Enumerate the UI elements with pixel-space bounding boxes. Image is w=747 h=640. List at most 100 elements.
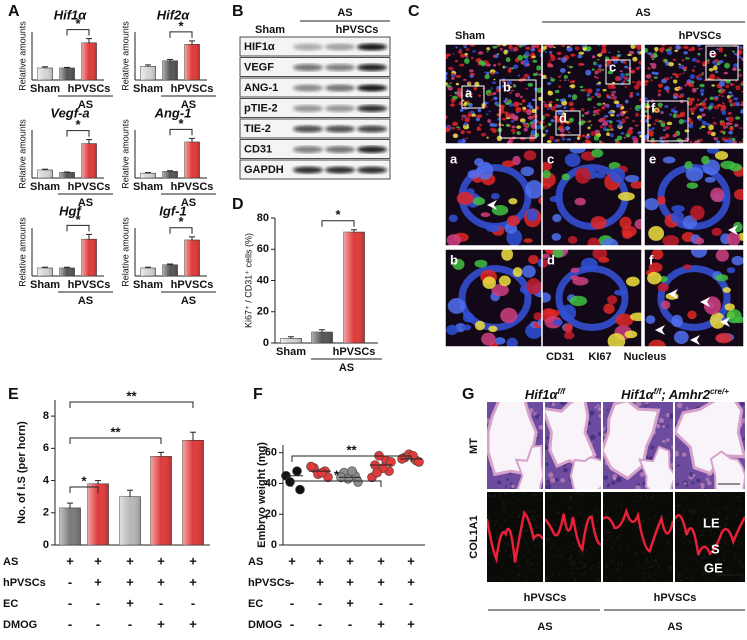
cell bbox=[609, 167, 626, 183]
cell bbox=[492, 123, 498, 127]
fiber bbox=[640, 522, 644, 526]
cell bbox=[566, 138, 572, 141]
fiber bbox=[525, 528, 528, 532]
cell bbox=[581, 63, 585, 66]
cell bbox=[672, 79, 678, 84]
cell bbox=[653, 76, 658, 79]
cell bbox=[596, 112, 599, 114]
fiber bbox=[739, 509, 743, 512]
fiber bbox=[683, 495, 687, 499]
label-part: f/f bbox=[654, 387, 663, 396]
cell bbox=[690, 46, 696, 52]
fiber bbox=[684, 566, 687, 570]
condition-sign: + bbox=[346, 553, 354, 568]
cell bbox=[732, 221, 743, 233]
cell bbox=[561, 173, 571, 181]
condition-sign: - bbox=[191, 595, 195, 610]
fiber bbox=[529, 518, 532, 521]
fiber bbox=[635, 495, 638, 498]
cell bbox=[614, 56, 620, 61]
cell bbox=[699, 127, 702, 130]
lane-label: Sham bbox=[255, 24, 285, 36]
cell bbox=[494, 337, 506, 345]
cell bbox=[559, 79, 562, 82]
data-point bbox=[386, 457, 396, 467]
cell bbox=[547, 108, 550, 110]
bar-shine bbox=[280, 338, 302, 343]
cell bbox=[681, 93, 685, 96]
stain bbox=[594, 405, 597, 409]
cell bbox=[654, 119, 659, 123]
image bbox=[644, 44, 744, 144]
inset-box bbox=[605, 59, 631, 85]
fiber bbox=[713, 542, 715, 544]
fiber bbox=[575, 514, 577, 517]
cell bbox=[567, 131, 571, 134]
cell bbox=[523, 238, 533, 243]
fiber bbox=[727, 569, 730, 572]
cell bbox=[728, 98, 733, 104]
blot-band bbox=[325, 146, 355, 153]
cell bbox=[624, 110, 629, 113]
panel-label: E bbox=[8, 386, 19, 403]
image bbox=[487, 492, 543, 582]
cell bbox=[725, 84, 730, 89]
cell bbox=[636, 44, 642, 50]
cell bbox=[468, 81, 472, 84]
cell bbox=[568, 65, 574, 69]
cell bbox=[647, 271, 662, 285]
fiber bbox=[572, 560, 576, 564]
condition-sign: + bbox=[377, 553, 385, 568]
arrowhead bbox=[487, 200, 497, 210]
cell bbox=[516, 125, 522, 129]
cell bbox=[531, 44, 536, 49]
fiber bbox=[640, 518, 645, 523]
fiber bbox=[678, 573, 682, 577]
cell bbox=[550, 78, 556, 82]
cell bbox=[732, 67, 738, 71]
cell bbox=[703, 296, 721, 315]
condition-label: DMOG bbox=[248, 619, 282, 631]
cell bbox=[602, 68, 605, 72]
fiber bbox=[690, 577, 694, 580]
cell bbox=[557, 112, 561, 115]
cell bbox=[462, 116, 466, 119]
data-point bbox=[372, 467, 382, 478]
cell bbox=[660, 300, 671, 310]
fiber bbox=[654, 514, 657, 518]
fiber bbox=[688, 540, 693, 545]
fiber bbox=[683, 541, 686, 544]
stain bbox=[675, 450, 679, 457]
fiber bbox=[595, 527, 600, 530]
region-label: GE bbox=[704, 560, 723, 575]
fiber bbox=[529, 568, 533, 571]
significance-label: * bbox=[178, 116, 184, 131]
cell bbox=[537, 73, 543, 76]
cell bbox=[607, 295, 618, 305]
fiber bbox=[569, 555, 573, 558]
image-border bbox=[541, 43, 643, 145]
cell bbox=[502, 80, 506, 84]
cell bbox=[658, 47, 664, 52]
cell bbox=[506, 215, 520, 227]
fiber bbox=[565, 500, 567, 503]
cell bbox=[730, 94, 734, 98]
cell bbox=[580, 257, 598, 271]
image bbox=[445, 249, 545, 347]
cell bbox=[462, 99, 465, 102]
cell bbox=[492, 45, 498, 49]
cell bbox=[470, 56, 474, 60]
cell bbox=[615, 313, 634, 327]
fiber bbox=[500, 564, 504, 568]
cell bbox=[583, 88, 587, 92]
cell bbox=[701, 120, 707, 126]
cell bbox=[448, 66, 454, 71]
fiber bbox=[709, 529, 712, 532]
cell bbox=[660, 122, 666, 128]
x-tick-label: Sham bbox=[30, 181, 60, 193]
cell bbox=[719, 130, 724, 133]
cell bbox=[462, 312, 474, 323]
cell bbox=[520, 166, 535, 177]
cell bbox=[551, 233, 562, 241]
cell bbox=[531, 55, 536, 59]
